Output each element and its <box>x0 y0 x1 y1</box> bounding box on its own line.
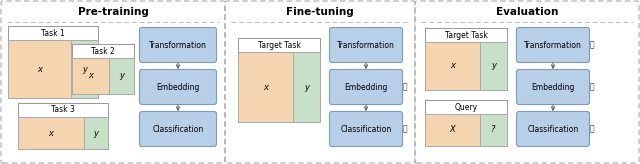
Bar <box>425 100 507 146</box>
Bar <box>238 38 320 52</box>
Text: Target Task: Target Task <box>257 41 300 50</box>
Bar <box>293 52 320 122</box>
Text: 🔒: 🔒 <box>589 41 595 50</box>
Bar <box>18 117 84 149</box>
Text: X: X <box>449 125 455 134</box>
Text: y: y <box>304 82 309 92</box>
Bar <box>8 40 71 98</box>
Bar <box>425 100 507 114</box>
Text: Pre-training: Pre-training <box>77 7 148 17</box>
Text: x: x <box>88 72 93 81</box>
FancyBboxPatch shape <box>330 112 403 146</box>
Text: Evaluation: Evaluation <box>496 7 558 17</box>
Bar <box>425 28 507 90</box>
FancyBboxPatch shape <box>330 28 403 62</box>
Text: 🔒: 🔒 <box>589 124 595 133</box>
Bar <box>71 40 98 98</box>
Bar <box>425 28 507 42</box>
Text: Fine-tuning: Fine-tuning <box>286 7 354 17</box>
Bar <box>480 42 507 90</box>
Bar <box>425 114 480 146</box>
Bar <box>425 42 480 90</box>
Bar <box>109 58 134 94</box>
Bar <box>84 117 108 149</box>
Text: 🔒: 🔒 <box>403 124 407 133</box>
Bar <box>18 103 108 117</box>
Text: Task 2: Task 2 <box>91 47 115 55</box>
Text: Target Task: Target Task <box>445 31 488 40</box>
Text: y: y <box>491 62 496 71</box>
Text: 🔒: 🔒 <box>403 82 407 92</box>
Text: 🔒: 🔒 <box>589 82 595 92</box>
Bar <box>72 44 134 58</box>
Bar <box>72 44 134 94</box>
Text: Classification: Classification <box>340 124 392 133</box>
Text: x: x <box>263 82 268 92</box>
FancyBboxPatch shape <box>516 70 589 104</box>
FancyBboxPatch shape <box>140 28 216 62</box>
Bar <box>72 58 109 94</box>
FancyBboxPatch shape <box>140 70 216 104</box>
Text: y: y <box>82 64 87 73</box>
Text: Transformation: Transformation <box>337 41 395 50</box>
Bar <box>8 26 98 40</box>
Text: Embedding: Embedding <box>344 82 388 92</box>
Bar <box>8 26 98 98</box>
FancyBboxPatch shape <box>516 28 589 62</box>
Bar <box>238 52 293 122</box>
Text: x: x <box>450 62 455 71</box>
Text: Embedding: Embedding <box>531 82 575 92</box>
Text: Classification: Classification <box>527 124 579 133</box>
Text: ?: ? <box>492 125 496 134</box>
Text: Transformation: Transformation <box>524 41 582 50</box>
Text: Transformation: Transformation <box>149 41 207 50</box>
FancyBboxPatch shape <box>140 112 216 146</box>
Bar <box>18 103 108 149</box>
Text: Embedding: Embedding <box>156 82 200 92</box>
FancyBboxPatch shape <box>330 70 403 104</box>
Bar <box>480 114 507 146</box>
Bar <box>238 38 320 122</box>
Text: Query: Query <box>454 102 477 112</box>
Text: x: x <box>49 129 53 137</box>
FancyBboxPatch shape <box>516 112 589 146</box>
Text: Task 1: Task 1 <box>41 29 65 38</box>
Text: Task 3: Task 3 <box>51 105 75 114</box>
Text: y: y <box>119 72 124 81</box>
Text: y: y <box>93 129 99 137</box>
Text: Classification: Classification <box>152 124 204 133</box>
Text: x: x <box>37 64 42 73</box>
